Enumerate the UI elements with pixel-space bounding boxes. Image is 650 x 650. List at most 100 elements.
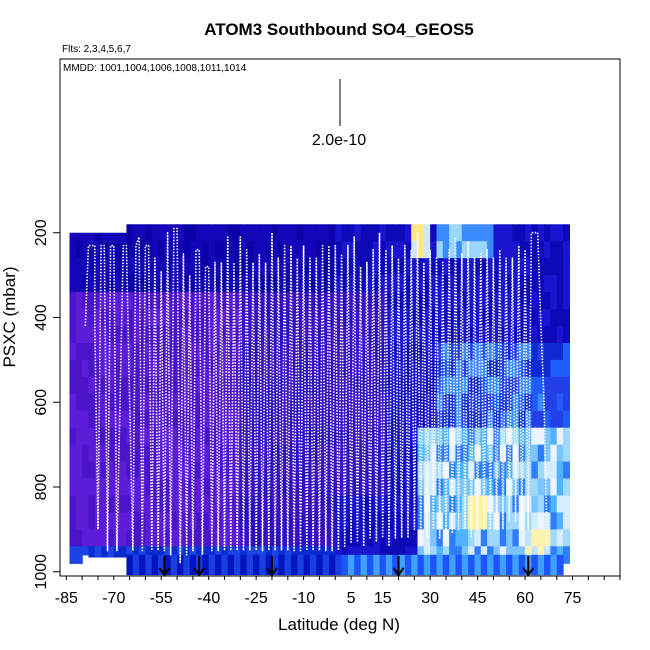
heatmap-cell [75, 258, 83, 276]
heatmap-cell [170, 224, 178, 242]
heatmap-cell [430, 325, 438, 344]
heatmap-cell [328, 275, 336, 293]
heatmap-cell [493, 292, 501, 310]
heatmap-cell [221, 376, 229, 395]
heatmap-cell [461, 427, 469, 446]
heatmap-cell [506, 258, 514, 276]
heatmap-cell [354, 461, 362, 480]
heatmap-cell [531, 554, 539, 576]
heatmap-cell [480, 554, 488, 576]
heatmap-cell [347, 444, 355, 463]
heatmap-cell [82, 325, 90, 344]
heatmap-cell [360, 376, 368, 395]
heatmap-cell [423, 393, 431, 412]
heatmap-cell [480, 241, 488, 259]
heatmap-cell [556, 325, 564, 344]
heatmap-cell [411, 410, 419, 429]
heatmap-cell [246, 224, 254, 242]
heatmap-cell [373, 359, 381, 378]
heatmap-cell [183, 258, 191, 276]
heatmap-cell [563, 309, 570, 327]
heatmap-cell [271, 554, 279, 576]
heatmap-cell [202, 478, 210, 497]
heatmap-cell [430, 258, 438, 276]
heatmap-cell [271, 444, 279, 463]
heatmap-cell [158, 529, 166, 547]
heatmap-cell [423, 309, 431, 327]
heatmap-cell [132, 359, 140, 378]
heatmap-cell [417, 241, 425, 259]
heatmap-cell [449, 461, 457, 480]
heatmap-cell [392, 444, 400, 463]
heatmap-cell [158, 554, 166, 576]
heatmap-cell [69, 342, 77, 361]
heatmap-cell [544, 495, 551, 514]
heatmap-cell [290, 342, 298, 361]
heatmap-cell [170, 554, 178, 576]
heatmap-cell [366, 461, 374, 480]
heatmap-cell [215, 342, 222, 361]
heatmap-cell [252, 292, 260, 310]
heatmap-cell [284, 410, 292, 429]
heatmap-cell [132, 461, 140, 480]
heatmap-cell [385, 292, 393, 310]
heatmap-cell [151, 376, 159, 395]
heatmap-cell [499, 325, 507, 344]
heatmap-cell [506, 410, 514, 429]
heatmap-cell [189, 554, 197, 576]
heatmap-cell [101, 478, 109, 497]
heatmap-cell [196, 292, 203, 310]
heatmap-cell [139, 410, 147, 429]
heatmap-cell [335, 410, 343, 429]
heatmap-cell [417, 359, 425, 378]
heatmap-cell [322, 376, 330, 395]
heatmap-cell [385, 325, 393, 344]
heatmap-cell [360, 495, 368, 514]
heatmap-cell [234, 224, 241, 242]
heatmap-cell [94, 275, 102, 293]
heatmap-cell [468, 376, 476, 395]
heatmap-cell [341, 359, 349, 378]
heatmap-cell [544, 393, 551, 412]
heatmap-cell [208, 410, 216, 429]
heatmap-cell [328, 292, 336, 310]
x-tick-label: -85 [55, 590, 78, 607]
heatmap-cell [246, 275, 254, 293]
heatmap-cell [107, 444, 115, 463]
heatmap-cell [537, 376, 545, 395]
heatmap-cell [240, 292, 248, 310]
heatmap-cell [480, 224, 488, 242]
heatmap-cell [284, 309, 292, 327]
heatmap-cell [487, 342, 495, 361]
heatmap-cell [170, 376, 178, 395]
heatmap-cell [379, 359, 387, 378]
heatmap-cell [404, 376, 412, 395]
heatmap-cell [436, 258, 444, 276]
y-axis: 200 400 600 800 1000 [33, 219, 60, 590]
heatmap-cell [202, 410, 210, 429]
heatmap-cell [417, 325, 425, 344]
heatmap-cell [177, 495, 184, 514]
heatmap-cell [563, 342, 570, 361]
heatmap-cell [208, 292, 216, 310]
heatmap-cell [208, 309, 216, 327]
x-tick-label: 30 [421, 590, 439, 607]
heatmap-cell [215, 478, 222, 497]
heatmap-cell [132, 427, 140, 446]
heatmap-cell [518, 376, 526, 395]
heatmap-cell [430, 427, 438, 446]
heatmap-cell [227, 554, 235, 576]
heatmap-cell [506, 554, 514, 576]
heatmap-cell [544, 410, 551, 429]
heatmap-cell [189, 410, 197, 429]
heatmap-cell [442, 241, 450, 259]
heatmap-cell [290, 444, 298, 463]
heatmap-cell [468, 359, 476, 378]
heatmap-cell [411, 224, 419, 242]
heatmap-cell [563, 529, 570, 547]
heatmap-cell [328, 258, 336, 276]
heatmap-cell [75, 232, 83, 242]
heatmap-cell [145, 241, 153, 259]
heatmap-cell [341, 258, 349, 276]
heatmap-cell [373, 224, 381, 242]
